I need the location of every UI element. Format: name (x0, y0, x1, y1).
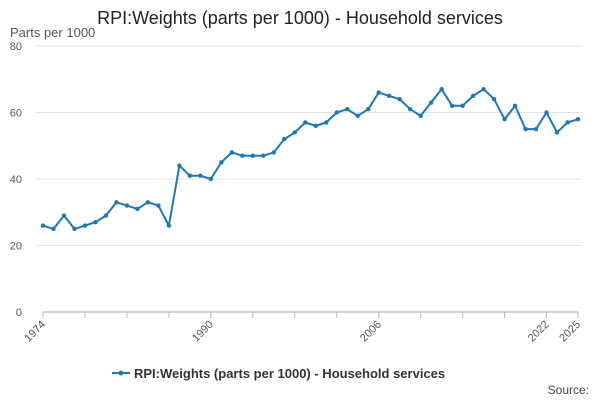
data-point (376, 90, 381, 95)
gridlines (36, 45, 582, 246)
data-point (292, 130, 297, 135)
data-point (229, 150, 235, 155)
data-point (114, 200, 119, 205)
x-tick-label: 1974 (22, 319, 48, 345)
data-point (345, 106, 350, 112)
data-point (187, 173, 193, 178)
data-point (460, 103, 465, 109)
data-point (261, 153, 266, 158)
data-point (544, 110, 549, 115)
y-tick-label: 80 (10, 41, 22, 53)
y-axis-ticks: 0 20 40 60 80 (10, 41, 22, 319)
data-point (103, 213, 109, 218)
data-point (324, 120, 329, 125)
data-point (240, 153, 245, 158)
data-point (135, 206, 140, 212)
legend[interactable]: RPI:Weights (parts per 1000) - Household… (112, 366, 445, 381)
data-point (124, 203, 130, 208)
data-point (156, 203, 161, 208)
series-group (40, 87, 581, 232)
data-point (219, 160, 224, 165)
legend-label: RPI:Weights (parts per 1000) - Household… (134, 366, 445, 381)
data-point (523, 126, 528, 132)
data-point (313, 123, 318, 128)
data-point (575, 116, 581, 122)
y-tick-label: 20 (10, 241, 22, 253)
data-point (198, 173, 203, 178)
data-point (61, 213, 67, 218)
data-point (250, 153, 256, 158)
data-point (303, 120, 308, 125)
data-point (481, 87, 486, 92)
data-point (439, 87, 444, 92)
data-point (334, 110, 339, 115)
x-tick-label: 2006 (358, 319, 384, 345)
source-label: Source: (548, 383, 589, 397)
data-point (93, 220, 98, 225)
data-point (428, 100, 434, 105)
data-point (502, 116, 507, 122)
data-point (166, 223, 172, 228)
data-point (386, 93, 392, 99)
data-point (554, 130, 560, 135)
data-point (565, 120, 570, 125)
data-point (271, 150, 276, 155)
y-tick-label: 0 (16, 307, 22, 319)
x-axis-ticks: 1974 1990 2006 2022 2025 (22, 311, 583, 345)
data-point (512, 103, 518, 109)
data-point (208, 176, 214, 182)
x-tick-label: 2025 (557, 319, 583, 345)
data-point (355, 113, 360, 119)
chart-title: RPI:Weights (parts per 1000) - Household… (97, 8, 503, 28)
x-tick-label: 2022 (526, 319, 552, 345)
data-point (491, 97, 497, 102)
data-point (51, 226, 56, 232)
y-tick-label: 40 (10, 174, 22, 186)
data-point (82, 223, 88, 228)
data-point (177, 163, 182, 168)
y-tick-label: 60 (10, 108, 22, 120)
data-point (418, 113, 423, 119)
legend-marker (118, 370, 124, 376)
data-point (40, 223, 46, 228)
data-point (145, 200, 151, 205)
x-tick-label: 1990 (190, 319, 216, 345)
data-point (397, 97, 402, 102)
data-point (407, 106, 413, 112)
data-point (72, 226, 77, 232)
data-point (470, 93, 476, 99)
data-point (282, 136, 287, 142)
data-point (533, 126, 539, 132)
y-axis-label: Parts per 1000 (10, 25, 95, 40)
data-point (365, 106, 371, 112)
series-line (42, 88, 579, 230)
data-point (449, 103, 455, 109)
